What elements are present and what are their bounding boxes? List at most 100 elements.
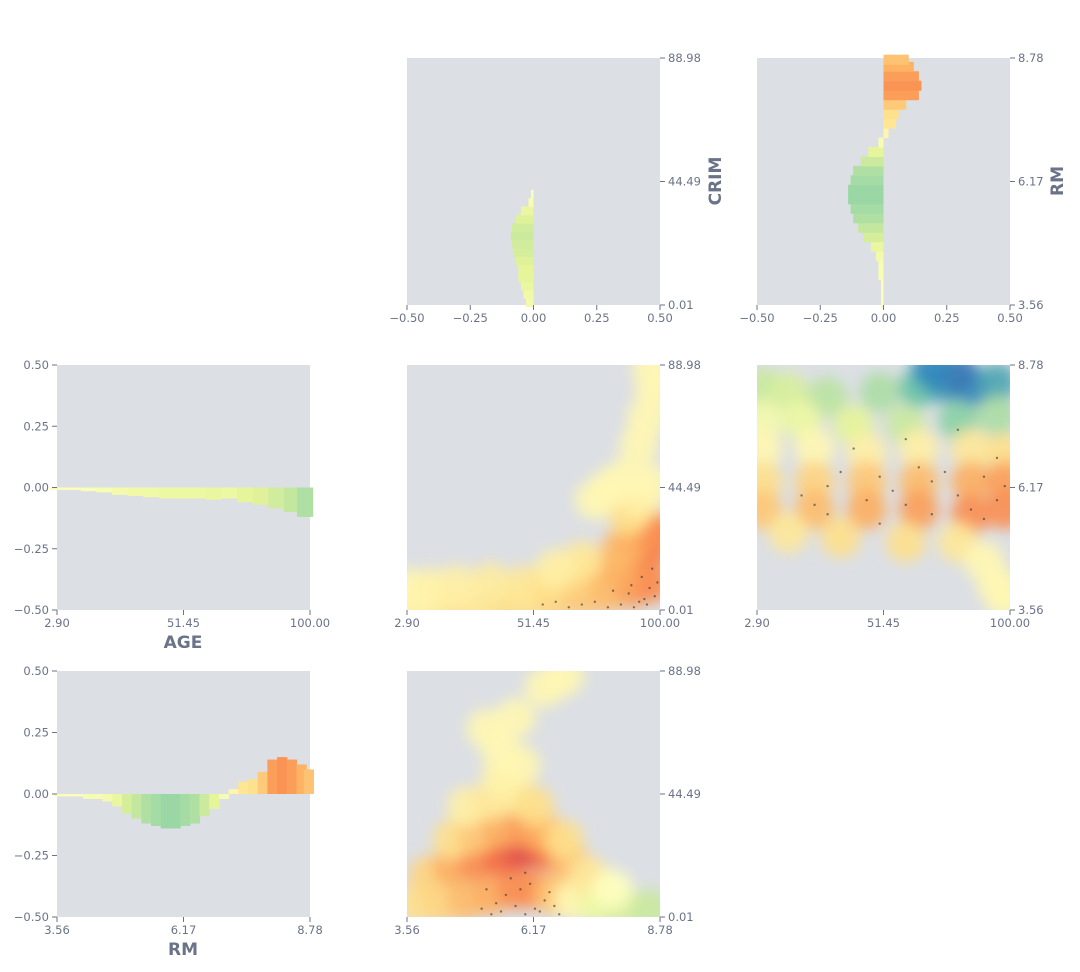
bar bbox=[853, 213, 884, 224]
bar bbox=[878, 137, 884, 148]
data-point bbox=[637, 600, 641, 603]
data-point bbox=[509, 877, 512, 880]
tick-bottom: −0.25 bbox=[453, 305, 488, 325]
tick-label: 0.00 bbox=[23, 481, 49, 495]
pdp-chart-age: 2.90 51.45 100.00 0.50 0.25 0.00 −0.25 −0.50 A… bbox=[14, 358, 330, 653]
heat-cell bbox=[859, 372, 900, 413]
axis-label-rm-top: RM bbox=[1048, 166, 1068, 196]
tick-label: −0.25 bbox=[803, 311, 838, 325]
heat-cell bbox=[535, 548, 576, 589]
bar bbox=[878, 269, 884, 281]
tick-bottom: 100.00 bbox=[990, 610, 1030, 630]
data-point bbox=[541, 603, 544, 606]
data-point bbox=[995, 456, 999, 460]
tick-label: 100.00 bbox=[640, 616, 680, 630]
tick-bottom: 3.56 bbox=[44, 917, 70, 937]
heat-cell bbox=[794, 428, 835, 469]
data-points bbox=[800, 428, 1006, 525]
data-point bbox=[891, 489, 894, 492]
bar bbox=[199, 794, 210, 817]
heat-cell bbox=[794, 461, 835, 502]
data-point bbox=[640, 575, 643, 579]
tick-label: 0.00 bbox=[521, 311, 547, 325]
data-point bbox=[826, 484, 829, 488]
bar bbox=[880, 298, 884, 309]
heat-cell bbox=[846, 433, 887, 474]
heat-cell bbox=[603, 457, 644, 498]
bar bbox=[127, 487, 144, 497]
heat-cell bbox=[544, 671, 585, 697]
tick-label: 3.56 bbox=[1018, 603, 1044, 617]
bar bbox=[180, 794, 191, 826]
bar bbox=[880, 279, 884, 290]
tick-label: 44.49 bbox=[668, 787, 701, 801]
tick-label: 0.25 bbox=[23, 419, 49, 433]
bar bbox=[238, 781, 249, 794]
tick-right: 3.56 bbox=[1010, 298, 1044, 312]
heat-cell bbox=[846, 489, 887, 530]
tick-label: −0.50 bbox=[14, 603, 49, 617]
data-point bbox=[524, 871, 527, 874]
bar bbox=[277, 757, 288, 794]
tick-bottom: 8.78 bbox=[647, 917, 673, 937]
tick-label: 2.90 bbox=[744, 616, 770, 630]
tick-label: 0.00 bbox=[871, 311, 897, 325]
data-point bbox=[643, 597, 646, 601]
bar bbox=[858, 222, 884, 233]
tick-bottom: −0.50 bbox=[389, 305, 425, 325]
bar bbox=[63, 794, 75, 797]
tick-right: 44.49 bbox=[660, 787, 701, 801]
data-point bbox=[630, 584, 633, 587]
tick-label: 88.98 bbox=[668, 51, 701, 65]
data-point bbox=[930, 480, 934, 483]
bar bbox=[160, 794, 172, 829]
bar bbox=[883, 54, 909, 65]
bar bbox=[848, 194, 884, 205]
y-ticks: 0.50 0.25 0.00 −0.25 −0.50 bbox=[14, 358, 57, 617]
tick-bottom: 2.90 bbox=[44, 610, 70, 630]
data-point bbox=[982, 475, 986, 478]
tick-label: 100.00 bbox=[990, 616, 1030, 630]
y-ticks: 0.01 44.49 88.98 bbox=[660, 51, 701, 312]
bar bbox=[878, 260, 884, 271]
tick-bottom: 8.78 bbox=[297, 917, 323, 937]
tick-bottom: 100.00 bbox=[290, 610, 330, 630]
tick-label: 0.01 bbox=[668, 298, 694, 312]
x-ticks: 2.90 51.45 100.00 bbox=[744, 610, 1030, 630]
bar bbox=[883, 61, 914, 72]
bar bbox=[96, 487, 113, 493]
bar bbox=[883, 90, 919, 101]
tick-left: 0.25 bbox=[23, 726, 57, 740]
tick-label: 100.00 bbox=[290, 616, 330, 630]
pdp-chart-crim: −0.50 −0.25 0.00 0.25 0.50 0.01 44.49 88.98 CR… bbox=[389, 51, 726, 325]
bar bbox=[218, 794, 230, 799]
tick-left: −0.25 bbox=[14, 849, 57, 863]
bar bbox=[143, 487, 160, 498]
tick-right: 88.98 bbox=[660, 358, 701, 372]
bar bbox=[141, 794, 152, 824]
bar bbox=[190, 487, 207, 499]
heat-cell bbox=[631, 888, 660, 917]
data-point bbox=[499, 910, 503, 913]
tick-bottom: 0.25 bbox=[584, 305, 610, 325]
bar bbox=[158, 487, 176, 499]
bar bbox=[520, 281, 534, 291]
y-ticks: 0.01 44.49 88.98 bbox=[660, 358, 701, 617]
tick-label: 2.90 bbox=[44, 616, 70, 630]
tick-label: 88.98 bbox=[668, 664, 701, 678]
tick-label: 3.56 bbox=[1018, 298, 1044, 312]
tick-label: 8.78 bbox=[297, 923, 323, 937]
x-ticks: 3.56 6.17 8.78 bbox=[44, 917, 323, 937]
tick-label: 8.78 bbox=[1018, 358, 1044, 372]
data-point bbox=[504, 893, 508, 897]
bar bbox=[853, 165, 884, 176]
tick-label: −0.25 bbox=[453, 311, 488, 325]
heat-cell bbox=[794, 489, 835, 530]
heat-cell bbox=[950, 428, 991, 469]
tick-bottom: 2.90 bbox=[394, 610, 420, 630]
bar bbox=[189, 794, 201, 824]
bars bbox=[510, 189, 534, 308]
heat-cell bbox=[592, 869, 633, 910]
data-point bbox=[656, 581, 659, 584]
tick-label: 6.17 bbox=[1018, 481, 1044, 495]
